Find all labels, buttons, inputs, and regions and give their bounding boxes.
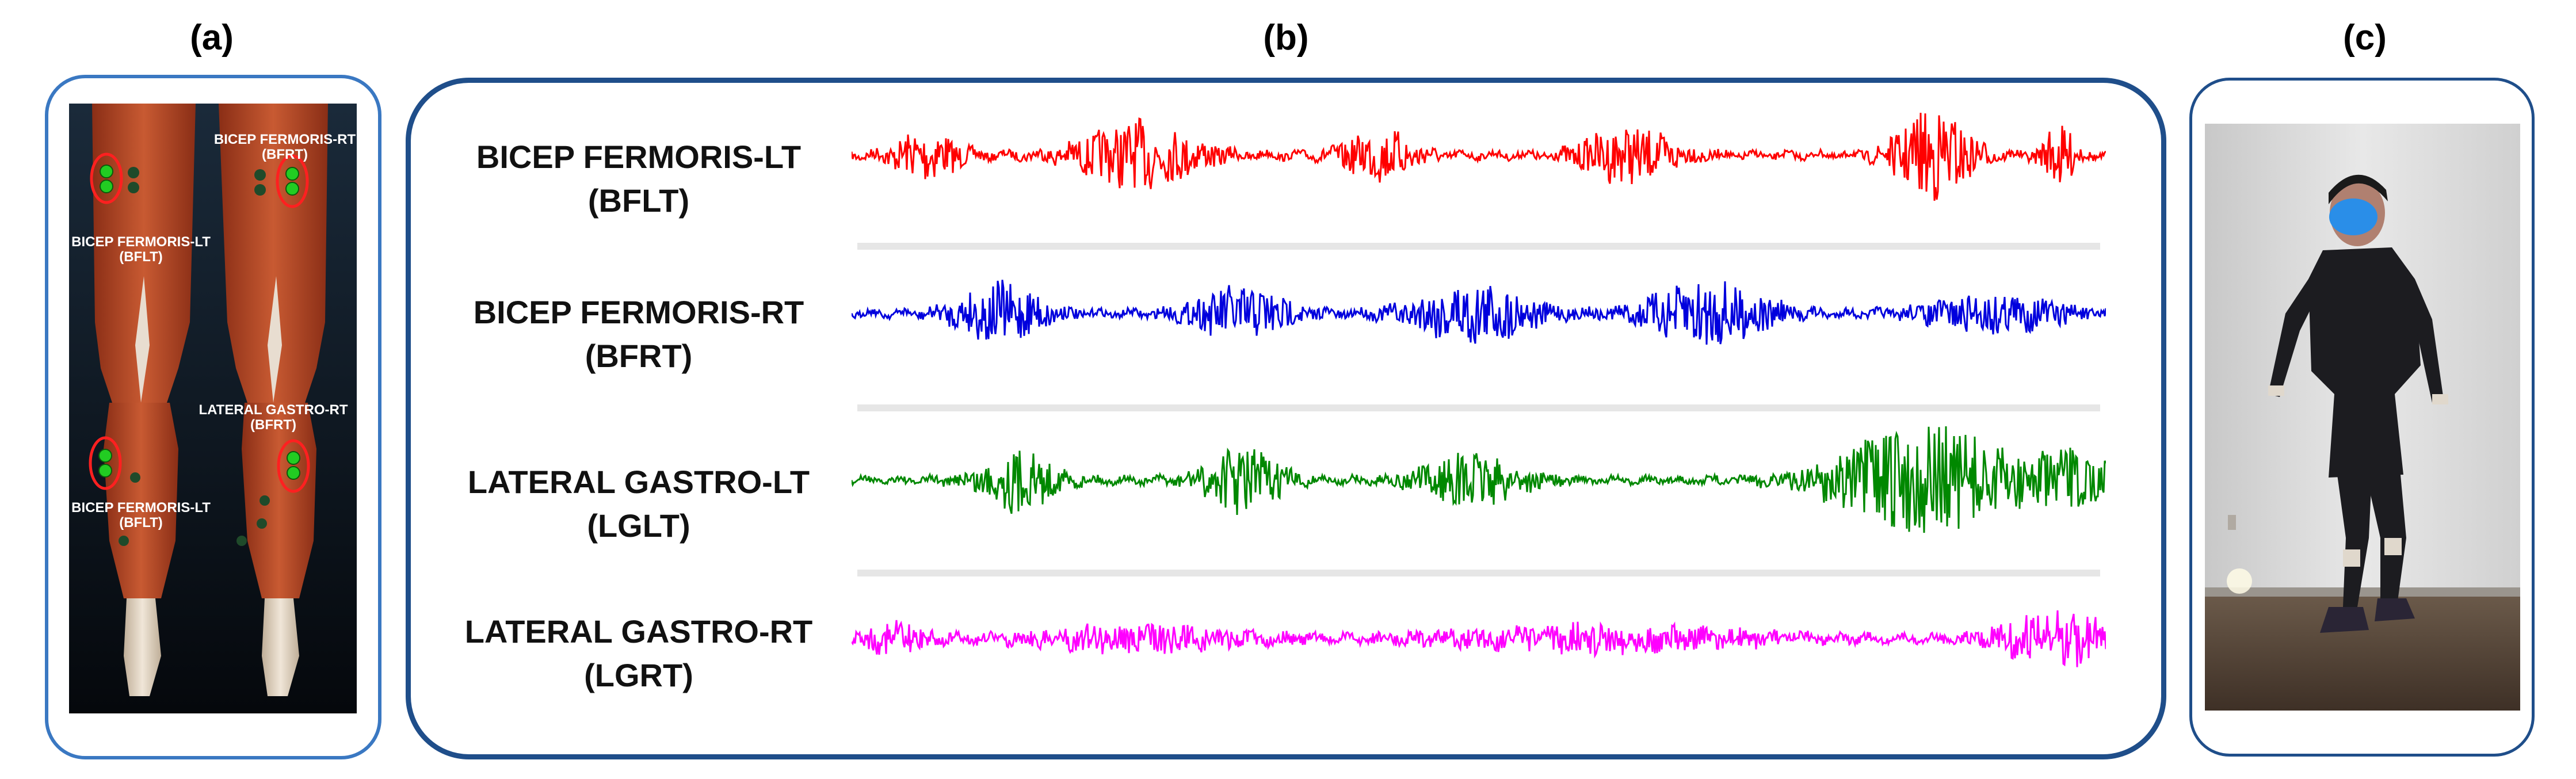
emg-trace-lgrt (852, 610, 2106, 667)
signal-name: LATERAL GASTRO-LT (467, 464, 810, 500)
signal-abbr: (BFRT) (585, 337, 693, 374)
panel-b-frame (406, 78, 2166, 759)
signal-label-bflt: BICEP FERMORIS-LT (BFLT) (449, 135, 829, 222)
signal-name: BICEP FERMORIS-LT (476, 139, 802, 175)
anatomy-label-3-name: LATERAL GASTRO-RT (199, 402, 348, 418)
anatomy-label-4-name: BICEP FERMORIS-LT (71, 500, 211, 515)
leg-muscle-illustration: BICEP FERMORIS-RT (BFRT) BICEP FERMORIS-… (69, 104, 357, 713)
anatomy-label-3-abbr: (BFRT) (250, 417, 296, 433)
anatomy-label-2-name: BICEP FERMORIS-LT (71, 234, 211, 250)
emg-trace-bfrt (852, 280, 2106, 345)
panel-label-b: (b) (1263, 18, 1309, 58)
anatomy-label-2-abbr: (BFLT) (119, 249, 163, 265)
emg-signals (852, 112, 2106, 667)
separator (857, 570, 2100, 576)
panel-label-a: (a) (190, 18, 234, 58)
walking-subject-photo (2205, 124, 2520, 711)
signal-abbr: (LGRT) (584, 656, 693, 693)
separator (857, 243, 2100, 250)
signal-abbr: (LGLT) (587, 507, 690, 544)
signal-abbr: (BFLT) (587, 182, 690, 219)
signal-label-bfrt: BICEP FERMORIS-RT (BFRT) (449, 291, 829, 377)
anatomy-label-1-name: BICEP FERMORIS-RT (214, 132, 356, 147)
anatomy-label-4-abbr: (BFLT) (119, 515, 163, 530)
emg-trace-bflt (852, 112, 2106, 201)
panel-label-c: (c) (2343, 18, 2387, 58)
separator (857, 404, 2100, 411)
signal-label-lglt: LATERAL GASTRO-LT (LGLT) (449, 460, 829, 547)
signal-name: LATERAL GASTRO-RT (464, 613, 813, 650)
emg-trace-lglt (852, 426, 2106, 533)
panel-c-frame (2189, 78, 2535, 757)
face-mask (2329, 198, 2377, 235)
panel-a-frame (45, 75, 381, 759)
anatomy-label-1-abbr: (BFRT) (262, 147, 308, 162)
signal-name: BICEP FERMORIS-RT (473, 294, 804, 330)
signal-label-lgrt: LATERAL GASTRO-RT (LGRT) (449, 610, 829, 697)
